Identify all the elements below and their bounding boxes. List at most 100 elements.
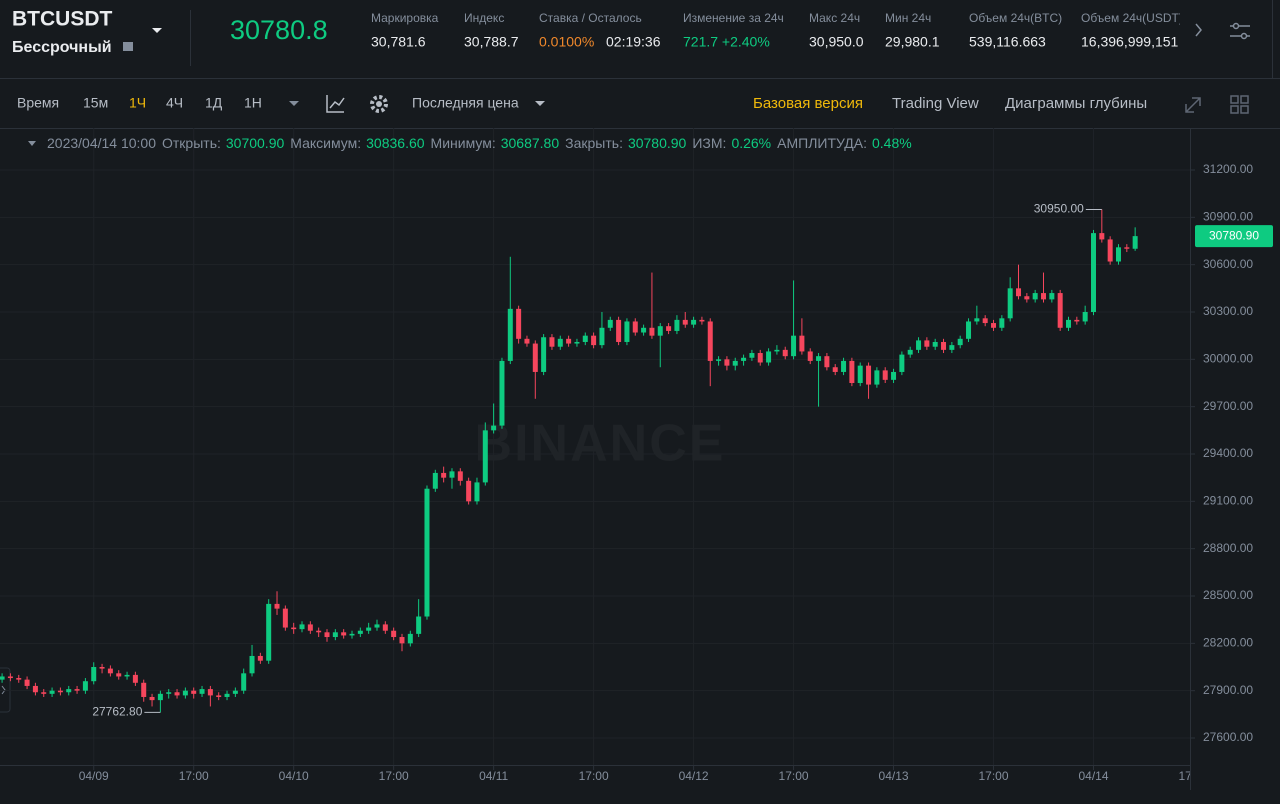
stat-value: 539,116.663 <box>969 34 1046 50</box>
candle-body <box>266 603 272 661</box>
candle-body <box>524 338 530 344</box>
candle-body <box>907 349 913 355</box>
view-option[interactable]: Trading View <box>892 95 979 112</box>
legend-label: Минимум: <box>431 135 496 151</box>
candle-body <box>1099 233 1105 240</box>
candle-body <box>0 676 5 680</box>
interval-option[interactable]: Время <box>17 95 59 111</box>
legend-value: 30700.90 <box>226 135 285 151</box>
candle-body <box>582 335 588 342</box>
interval-option[interactable]: 4Ч <box>166 95 183 111</box>
view-option[interactable]: Базовая версия <box>753 95 863 112</box>
candle-body <box>774 349 780 352</box>
candle-body <box>741 357 747 361</box>
price-source-dropdown[interactable] <box>535 101 545 106</box>
indicator-icon[interactable] <box>326 95 345 113</box>
candle-body <box>141 682 147 697</box>
scroll-right[interactable] <box>1195 23 1202 37</box>
legend-collapse[interactable] <box>28 141 36 146</box>
candle-body <box>999 318 1005 328</box>
x-tick-label: 04/14 <box>1078 769 1108 783</box>
price-source[interactable]: Последняя цена <box>412 95 519 111</box>
candle-body <box>599 327 605 346</box>
candle-body <box>1032 293 1038 300</box>
candle-body <box>157 693 163 701</box>
legend-label: Закрыть: <box>565 135 623 151</box>
candle-body <box>1049 293 1055 300</box>
legend-value: 0.26% <box>731 135 771 151</box>
interval-option[interactable]: 15м <box>83 95 108 111</box>
view-option[interactable]: Диаграммы глубины <box>1005 95 1147 112</box>
ticker-stats: Маркировка 30,781.6 Индекс 30,788.7 Ставка /… <box>371 11 1183 50</box>
candle-body <box>832 367 838 372</box>
candle-body <box>82 681 88 691</box>
candle-body <box>441 472 447 478</box>
y-tick-label: 29700.00 <box>1203 399 1253 413</box>
candle-body <box>1024 296 1030 300</box>
candle-body <box>682 319 688 325</box>
candle-body <box>1124 247 1130 249</box>
candle-body <box>382 624 388 631</box>
candle-body <box>624 321 630 342</box>
candle-body <box>566 338 572 344</box>
x-tick-label: 17:00 <box>179 769 209 783</box>
interval-option[interactable]: 1Д <box>205 95 223 111</box>
symbol[interactable]: BTCUSDT <box>12 8 112 31</box>
layout-icon[interactable] <box>1230 95 1249 114</box>
x-tick-label: 17:00 <box>1178 769 1208 783</box>
stat-label: Объем 24ч(BTC) <box>969 11 1062 25</box>
interval-option[interactable]: 1Ч <box>129 95 146 111</box>
stat-label: Индекс <box>464 11 504 25</box>
settings-icon[interactable] <box>370 95 388 113</box>
candle-body <box>207 689 213 696</box>
candle-body <box>974 318 980 322</box>
candle-body <box>291 627 297 630</box>
candle-body <box>1041 293 1047 300</box>
candle-body <box>1057 293 1063 328</box>
y-tick-label: 30000.00 <box>1203 352 1253 366</box>
candle-body <box>199 689 205 694</box>
legend-label: ИЗМ: <box>692 135 726 151</box>
watermark: BINANCE <box>475 415 726 473</box>
x-tick-label: 04/09 <box>79 769 109 783</box>
candle-body <box>324 632 330 638</box>
interval-dropdown[interactable] <box>289 101 299 106</box>
candle-body <box>316 630 322 633</box>
y-tick-label: 29400.00 <box>1203 446 1253 460</box>
candle-body <box>182 690 188 696</box>
candle-body <box>782 349 788 357</box>
x-tick-label: 17:00 <box>779 769 809 783</box>
candle-body <box>591 335 597 346</box>
candle-body <box>1107 239 1113 262</box>
side-handle-arrow <box>1 685 6 695</box>
contract-type: Бессрочный <box>12 39 112 56</box>
info-icon[interactable] <box>123 42 133 51</box>
candle-body <box>882 370 888 380</box>
candle-body <box>299 624 305 630</box>
candle-body <box>74 689 80 691</box>
settings-toggle[interactable] <box>1230 22 1250 40</box>
stat-label: Изменение за 24ч <box>683 11 784 25</box>
candle-body <box>991 323 997 328</box>
candle-body <box>99 667 105 669</box>
candle-body <box>841 360 847 372</box>
candle-body <box>966 321 972 339</box>
candle-body <box>374 624 380 628</box>
candle-body <box>641 327 647 333</box>
interval-option[interactable]: 1Н <box>244 95 262 111</box>
candle-body <box>732 360 738 366</box>
symbol-dropdown[interactable] <box>152 28 162 33</box>
y-tick-label: 28500.00 <box>1203 588 1253 602</box>
candle-body <box>449 471 455 478</box>
candle-body <box>124 674 130 677</box>
stat-label: Ставка / Осталось <box>539 11 642 25</box>
candle-body <box>707 321 713 361</box>
stat-value: 721.7 +2.40% <box>683 34 770 50</box>
y-tick-label: 30900.00 <box>1203 210 1253 224</box>
fullscreen-icon[interactable] <box>1185 97 1201 113</box>
candle-body <box>632 321 638 333</box>
stat-label: Объем 24ч(USDT) <box>1081 11 1183 25</box>
candle-body <box>791 335 797 357</box>
candle-body <box>41 692 47 694</box>
